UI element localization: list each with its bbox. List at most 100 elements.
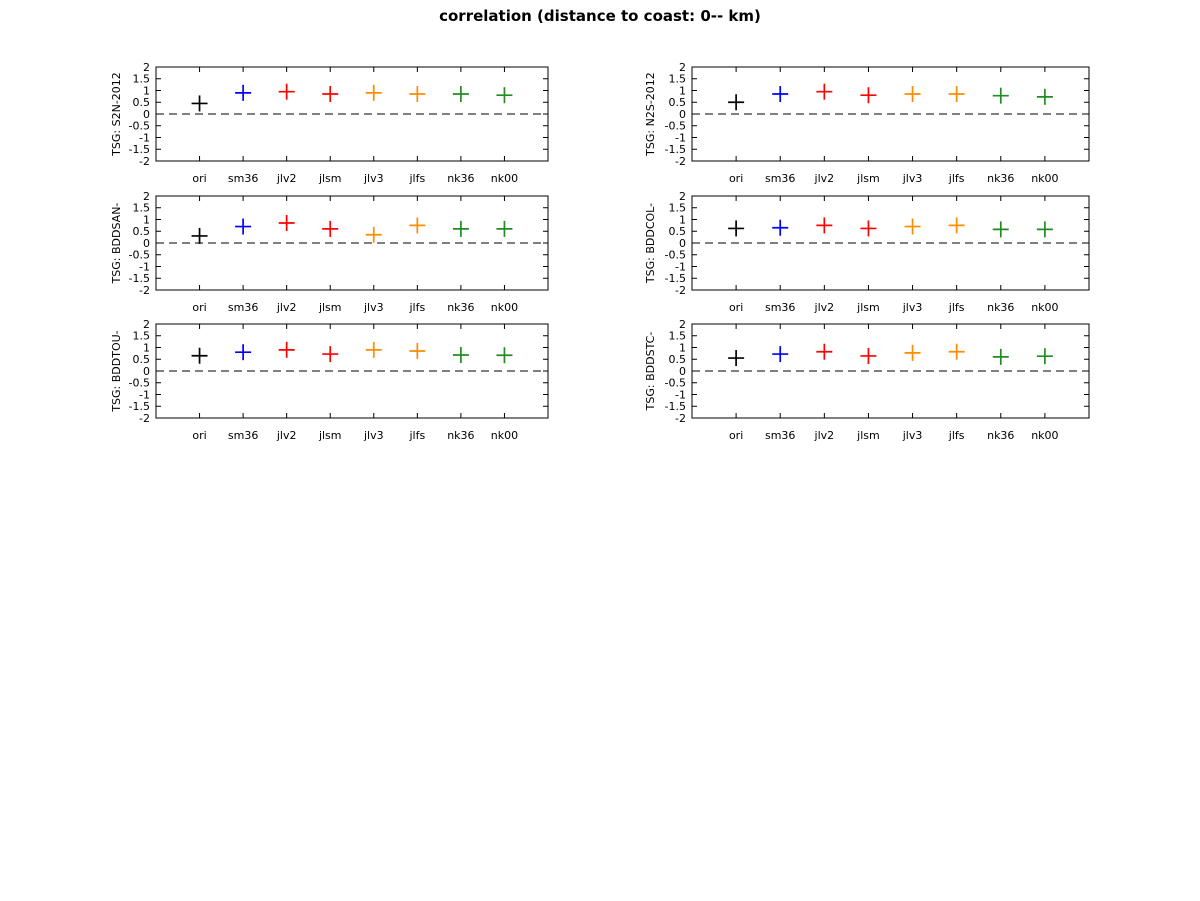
- marker-plus: [992, 221, 1009, 238]
- marker-plus: [728, 94, 745, 111]
- x-tick-label: ori: [729, 301, 743, 314]
- y-tick-label: -1.5: [665, 400, 686, 413]
- y-tick-label: 1.5: [133, 73, 151, 86]
- x-tick-label: nk00: [491, 172, 518, 185]
- x-tick-label: jlv3: [363, 429, 384, 442]
- y-tick-label: 2: [143, 61, 150, 74]
- marker-plus: [1036, 348, 1053, 365]
- x-tick-label: nk00: [1031, 429, 1058, 442]
- y-tick-label: 2: [143, 190, 150, 203]
- y-tick-label: 1.5: [669, 330, 687, 343]
- marker-plus: [992, 87, 1009, 104]
- x-tick-label: nk36: [447, 172, 474, 185]
- y-axis-label: TSG: BDDCOL-: [644, 203, 657, 284]
- marker-plus: [1036, 88, 1053, 105]
- marker-plus: [816, 217, 833, 234]
- marker-plus: [860, 87, 877, 104]
- x-tick-label: jlv2: [276, 429, 297, 442]
- y-tick-label: 2: [679, 190, 686, 203]
- marker-plus: [496, 220, 513, 237]
- y-tick-label: 1.5: [133, 330, 151, 343]
- marker-plus: [278, 83, 295, 100]
- marker-plus: [322, 346, 339, 363]
- x-tick-label: sm36: [765, 429, 795, 442]
- y-tick-label: 0.5: [133, 225, 151, 238]
- x-tick-label: sm36: [228, 429, 258, 442]
- x-tick-label: jlv3: [902, 172, 923, 185]
- y-tick-label: -0.5: [665, 249, 686, 262]
- x-tick-label: jlv3: [363, 301, 384, 314]
- y-tick-label: -0.5: [665, 120, 686, 133]
- x-tick-label: jlv3: [902, 429, 923, 442]
- marker-plus: [452, 220, 469, 237]
- x-tick-label: nk36: [987, 172, 1014, 185]
- y-tick-label: 1: [679, 84, 686, 97]
- x-tick-label: jlsm: [856, 429, 880, 442]
- x-tick-label: jlsm: [856, 301, 880, 314]
- y-tick-label: 0: [679, 108, 686, 121]
- x-tick-label: ori: [192, 172, 206, 185]
- x-tick-label: nk36: [987, 429, 1014, 442]
- y-tick-label: 1.5: [133, 202, 151, 215]
- marker-plus: [496, 87, 513, 104]
- y-tick-label: 0: [143, 365, 150, 378]
- y-tick-label: 1.5: [669, 73, 687, 86]
- y-tick-label: 0.5: [669, 353, 687, 366]
- x-tick-label: nk36: [987, 301, 1014, 314]
- marker-plus: [278, 341, 295, 358]
- marker-plus: [452, 86, 469, 103]
- x-tick-label: jlv2: [814, 172, 835, 185]
- marker-plus: [728, 220, 745, 237]
- y-tick-label: -2: [675, 412, 686, 425]
- chart-title: correlation (distance to coast: 0-- km): [439, 7, 761, 25]
- x-tick-label: nk00: [491, 429, 518, 442]
- y-tick-label: 2: [679, 61, 686, 74]
- subplot-tsg-n2s-2012: 21.510.50-0.5-1-1.5-2 ori sm36 jlv2 jlsm jlv3…: [644, 61, 1090, 185]
- x-tick-label: jlv3: [902, 301, 923, 314]
- marker-plus: [992, 348, 1009, 365]
- marker-plus: [772, 86, 789, 103]
- y-axis-label: TSG: BDDSAN-: [110, 203, 123, 285]
- y-tick-label: -2: [139, 155, 150, 168]
- y-tick-label: -1: [139, 388, 150, 401]
- marker-plus: [860, 347, 877, 364]
- y-tick-label: 1.5: [669, 202, 687, 215]
- x-tick-label: jlv2: [814, 301, 835, 314]
- subplot-tsg-bddsan-: 21.510.50-0.5-1-1.5-2 ori sm36 jlv2 jlsm jlv3…: [110, 190, 549, 314]
- marker-plus: [235, 344, 252, 361]
- marker-plus: [322, 86, 339, 103]
- y-tick-label: -1: [675, 388, 686, 401]
- y-tick-label: -1.5: [665, 143, 686, 156]
- x-tick-label: jlfs: [948, 172, 965, 185]
- marker-plus: [191, 347, 208, 364]
- subplot-tsg-s2n-2012: 21.510.50-0.5-1-1.5-2 ori sm36 jlv2 jlsm jlv3…: [110, 61, 549, 185]
- marker-plus: [452, 347, 469, 364]
- x-tick-label: sm36: [228, 172, 258, 185]
- marker-plus: [904, 344, 921, 361]
- y-tick-label: -1.5: [129, 143, 150, 156]
- marker-plus: [904, 218, 921, 235]
- marker-plus: [409, 86, 426, 103]
- y-tick-label: -1: [675, 260, 686, 273]
- marker-plus: [191, 227, 208, 244]
- x-tick-label: ori: [192, 429, 206, 442]
- x-tick-label: jlfs: [408, 172, 425, 185]
- y-tick-label: -1.5: [129, 400, 150, 413]
- x-tick-label: jlsm: [856, 172, 880, 185]
- x-tick-label: jlfs: [408, 429, 425, 442]
- x-tick-label: jlsm: [318, 172, 342, 185]
- y-tick-label: 0.5: [133, 96, 151, 109]
- y-tick-label: -2: [675, 284, 686, 297]
- x-tick-label: nk00: [491, 301, 518, 314]
- marker-plus: [235, 84, 252, 101]
- x-tick-label: ori: [729, 172, 743, 185]
- y-tick-label: 0: [679, 365, 686, 378]
- marker-plus: [278, 215, 295, 232]
- y-tick-label: -2: [675, 155, 686, 168]
- x-tick-label: jlfs: [948, 301, 965, 314]
- marker-plus: [816, 83, 833, 100]
- marker-plus: [365, 84, 382, 101]
- marker-plus: [772, 219, 789, 236]
- y-tick-label: 0: [143, 237, 150, 250]
